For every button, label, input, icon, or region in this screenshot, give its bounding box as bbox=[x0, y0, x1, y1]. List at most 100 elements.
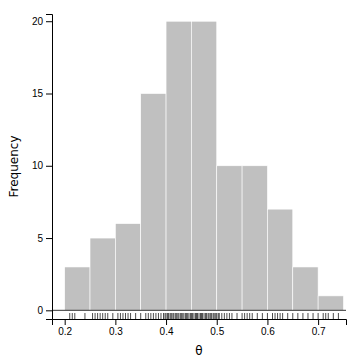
bar bbox=[267, 209, 292, 310]
y-tick-label: 15 bbox=[32, 88, 44, 99]
bar bbox=[217, 166, 242, 311]
rug-tick bbox=[280, 313, 281, 319]
rug-tick bbox=[92, 313, 93, 319]
rug-tick bbox=[153, 313, 154, 319]
bar bbox=[191, 21, 216, 310]
rug-tick bbox=[202, 313, 203, 319]
bar bbox=[90, 238, 115, 310]
rug-tick bbox=[97, 313, 98, 319]
rug-tick bbox=[328, 313, 329, 319]
rug-tick bbox=[214, 313, 215, 319]
rug-tick bbox=[252, 313, 253, 319]
rug-tick bbox=[302, 313, 303, 319]
y-axis: 05101520 bbox=[32, 15, 53, 320]
rug-tick bbox=[257, 313, 258, 319]
rug-tick bbox=[242, 313, 243, 319]
x-tick-mark bbox=[65, 319, 66, 325]
y-tick-mark bbox=[46, 94, 52, 95]
rug-tick bbox=[307, 313, 308, 319]
bar bbox=[115, 224, 140, 311]
rug-tick bbox=[211, 313, 212, 319]
rug-tick bbox=[272, 313, 273, 319]
rug-tick bbox=[318, 313, 319, 319]
y-tick-mark bbox=[46, 21, 52, 22]
rug-tick bbox=[218, 313, 219, 319]
y-axis-title: Frequency bbox=[7, 136, 21, 198]
x-tick: 0.2 bbox=[58, 319, 72, 337]
rug-tick bbox=[148, 313, 149, 319]
x-tick: 0.3 bbox=[109, 319, 123, 337]
rug-tick bbox=[275, 313, 276, 319]
x-tick-label: 0.7 bbox=[312, 326, 326, 337]
rug-tick bbox=[338, 313, 339, 319]
x-axis: 0.20.30.40.50.60.7 bbox=[53, 319, 347, 337]
rug-tick bbox=[282, 313, 283, 319]
rug-tick bbox=[292, 313, 293, 319]
rug-tick bbox=[196, 313, 197, 319]
rug-tick bbox=[181, 313, 182, 319]
rug-tick bbox=[168, 313, 169, 319]
y-tick-label: 5 bbox=[37, 233, 43, 244]
rug-tick bbox=[231, 313, 232, 319]
rug-tick bbox=[107, 313, 108, 319]
chart: 0.20.30.40.50.60.705101520θFrequency bbox=[0, 0, 360, 363]
rug-tick bbox=[165, 313, 166, 319]
rug-tick bbox=[120, 313, 121, 319]
rug-tick bbox=[100, 313, 101, 319]
x-tick-label: 0.3 bbox=[109, 326, 123, 337]
rug-tick bbox=[333, 313, 334, 319]
rug-tick bbox=[74, 313, 75, 319]
bar bbox=[293, 267, 318, 310]
rug-tick bbox=[102, 313, 103, 319]
x-axis-line bbox=[53, 320, 347, 326]
rug-tick bbox=[244, 313, 245, 319]
rug-tick bbox=[122, 313, 123, 319]
rug-tick bbox=[199, 313, 200, 319]
rug-tick bbox=[192, 313, 193, 319]
rug-tick bbox=[205, 313, 206, 319]
x-tick: 0.4 bbox=[160, 319, 174, 337]
rug-tick bbox=[190, 313, 191, 319]
bar bbox=[242, 166, 267, 311]
rug-tick bbox=[178, 313, 179, 319]
y-tick: 5 bbox=[37, 233, 52, 244]
rug-tick bbox=[128, 313, 129, 319]
rug bbox=[70, 313, 339, 319]
rug-tick bbox=[155, 313, 156, 319]
x-tick-mark bbox=[318, 319, 319, 325]
rug-tick bbox=[180, 313, 181, 319]
rug-tick bbox=[277, 313, 278, 319]
bars bbox=[65, 21, 344, 310]
x-axis-title: θ bbox=[195, 344, 202, 358]
rug-tick bbox=[247, 313, 248, 319]
rug-tick bbox=[229, 313, 230, 319]
y-tick: 20 bbox=[32, 16, 52, 27]
rug-tick bbox=[125, 313, 126, 319]
rug-tick bbox=[188, 313, 189, 319]
rug-tick bbox=[262, 313, 263, 319]
rug-tick bbox=[237, 313, 238, 319]
rug-tick bbox=[175, 313, 176, 319]
rug-tick bbox=[297, 313, 298, 319]
x-tick-mark bbox=[115, 319, 116, 325]
bar bbox=[318, 296, 343, 310]
y-tick-mark bbox=[46, 238, 52, 239]
rug-tick bbox=[267, 313, 268, 319]
y-tick-mark bbox=[46, 310, 52, 311]
baseline bbox=[52, 310, 346, 311]
plot-area bbox=[52, 21, 346, 319]
rug-tick bbox=[140, 313, 141, 319]
rug-tick bbox=[117, 313, 118, 319]
bar bbox=[141, 94, 166, 311]
x-tick: 0.5 bbox=[210, 319, 224, 337]
rug-tick bbox=[287, 313, 288, 319]
rug-tick bbox=[112, 313, 113, 319]
rug-tick bbox=[197, 313, 198, 319]
rug-tick bbox=[95, 313, 96, 319]
x-tick: 0.7 bbox=[312, 319, 326, 337]
rug-tick bbox=[173, 313, 174, 319]
bar bbox=[166, 21, 191, 310]
x-tick-label: 0.4 bbox=[160, 326, 174, 337]
y-tick-label: 20 bbox=[32, 16, 44, 27]
rug-tick bbox=[208, 313, 209, 319]
